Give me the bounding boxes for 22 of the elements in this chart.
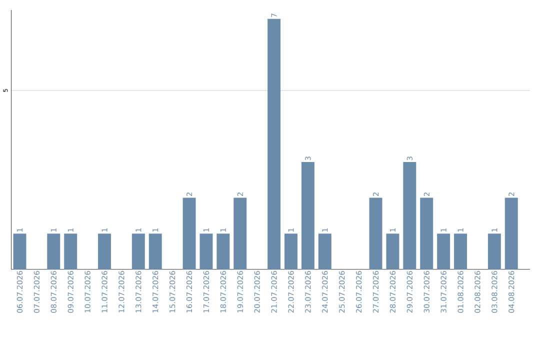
bar	[200, 233, 213, 270]
bar	[234, 198, 247, 270]
bar	[268, 18, 281, 270]
bar	[132, 233, 145, 270]
bar	[437, 233, 450, 270]
bar	[216, 233, 230, 270]
bar	[182, 198, 196, 270]
bar	[488, 233, 501, 270]
bar	[98, 233, 111, 270]
bar	[420, 198, 434, 270]
bar	[369, 198, 382, 270]
bar	[386, 233, 400, 270]
bar	[301, 162, 314, 270]
bar	[284, 233, 298, 270]
bar	[454, 233, 467, 270]
bar	[504, 198, 518, 270]
bar	[47, 233, 60, 270]
bar	[148, 233, 162, 270]
bar	[64, 233, 78, 270]
bar	[13, 233, 26, 270]
bar	[318, 233, 332, 270]
bar	[403, 162, 416, 270]
